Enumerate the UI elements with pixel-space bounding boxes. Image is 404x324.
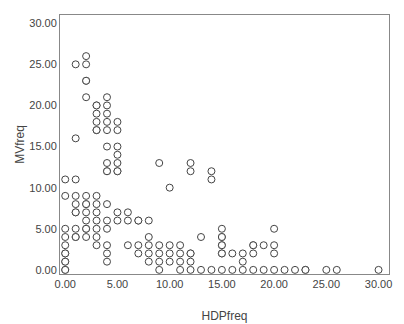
svg-text:15.00: 15.00 (29, 140, 57, 152)
svg-text:30.00: 30.00 (365, 278, 393, 290)
svg-text:MVfreq: MVfreq (13, 125, 27, 164)
svg-text:5.00: 5.00 (107, 278, 128, 290)
svg-text:20.00: 20.00 (260, 278, 288, 290)
svg-text:25.00: 25.00 (313, 278, 341, 290)
svg-text:25.00: 25.00 (29, 58, 57, 70)
svg-text:5.00: 5.00 (35, 223, 56, 235)
svg-text:10.00: 10.00 (29, 182, 57, 194)
svg-text:HDPfreq: HDPfreq (201, 309, 247, 323)
svg-text:0.00: 0.00 (55, 278, 76, 290)
svg-text:0.00: 0.00 (35, 264, 56, 276)
svg-text:10.00: 10.00 (156, 278, 184, 290)
svg-text:15.00: 15.00 (208, 278, 236, 290)
svg-text:30.00: 30.00 (29, 17, 57, 29)
svg-text:20.00: 20.00 (29, 99, 57, 111)
